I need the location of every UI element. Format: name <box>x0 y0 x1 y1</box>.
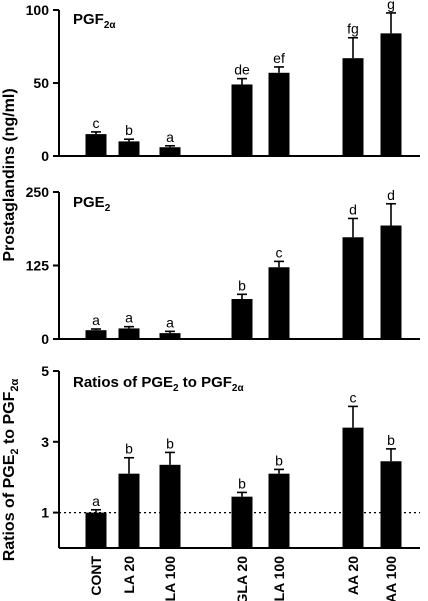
panel-title-sub: 2α <box>104 20 117 31</box>
significance-letter: a <box>125 310 133 326</box>
significance-letter: c <box>276 244 283 260</box>
category-label: GLA 100 <box>271 556 287 601</box>
significance-letter: c <box>93 115 100 131</box>
y-tick-label: 50 <box>33 75 49 91</box>
significance-letter: c <box>350 389 357 405</box>
category-label: LA 20 <box>121 556 137 594</box>
bar <box>118 328 140 339</box>
y-tick-label: 100 <box>26 2 50 18</box>
category-labels: CONT LA 20 LA 100 GLA 20 GLA 100 AA 20 AA 100 <box>88 556 399 601</box>
y-label-bottom-mid: to PGF <box>1 391 18 448</box>
category-label: CONT <box>88 556 104 596</box>
bar <box>231 496 253 548</box>
bar <box>268 473 290 548</box>
bar <box>85 512 107 548</box>
significance-letter: b <box>275 452 283 468</box>
significance-letter: a <box>92 312 100 328</box>
panel-pge2: 0 125 250 PGE2 a a a b c d d <box>26 184 420 347</box>
significance-letter: ef <box>273 50 285 66</box>
bar <box>380 33 402 156</box>
significance-letter: a <box>92 493 100 509</box>
panel-title-mid: to PGF <box>179 374 232 391</box>
bar <box>159 147 181 156</box>
panel-title: PGE2 <box>73 194 111 214</box>
bar <box>380 461 402 548</box>
significance-letter: a <box>166 129 174 145</box>
panel-ratio: 1 3 5 Ratios of PGE2 to PGF2α a b b b b c b <box>41 363 420 549</box>
panel-title-sub: 2 <box>173 383 179 394</box>
y-axis-label-top: Prostaglandins (ng/ml) <box>1 88 18 261</box>
y-tick-label: 125 <box>26 258 50 274</box>
bar <box>342 58 364 156</box>
bar <box>342 237 364 339</box>
bar <box>85 134 107 156</box>
bar <box>85 330 107 339</box>
panel-title: PGF2α <box>73 11 116 31</box>
bar <box>268 72 290 156</box>
bar <box>380 225 402 339</box>
y-tick-label: 3 <box>41 434 49 450</box>
significance-letter: b <box>238 277 246 293</box>
panel-title-main: PGF <box>73 11 104 28</box>
y-label-bottom-sub2: 2α <box>9 378 21 391</box>
bar <box>118 141 140 156</box>
y-tick-label: 5 <box>41 363 49 379</box>
y-tick-label: 250 <box>26 184 50 200</box>
significance-letter: de <box>234 62 250 78</box>
category-label: AA 100 <box>383 556 399 601</box>
y-tick-label: 1 <box>41 505 49 521</box>
bar <box>231 299 253 339</box>
panel-pgf2a: 0 50 100 PGF2α c b a de ef fg g <box>26 0 420 164</box>
y-label-bottom-main: Ratios of PGE <box>1 454 18 561</box>
panel-title-main: Ratios of PGE <box>73 374 173 391</box>
significance-letter: a <box>166 314 174 330</box>
panel-title: Ratios of PGE2 to PGF2α <box>73 374 244 394</box>
bar <box>159 464 181 548</box>
significance-letter: fg <box>347 21 359 37</box>
panel-title-main: PGE <box>73 194 105 211</box>
bar <box>118 473 140 548</box>
significance-letter: d <box>387 187 395 203</box>
panel-title-sub: 2 <box>105 203 111 214</box>
y-tick-label: 0 <box>41 331 49 347</box>
y-axis-label-bottom: Ratios of PGE2 to PGF2α <box>1 378 21 561</box>
panel-title-sub2: 2α <box>232 383 245 394</box>
significance-letter: b <box>125 441 133 457</box>
significance-letter: b <box>166 435 174 451</box>
significance-letter: d <box>349 201 357 217</box>
significance-letter: b <box>125 122 133 138</box>
significance-letter: b <box>387 432 395 448</box>
bar <box>268 267 290 339</box>
category-label: AA 20 <box>345 556 361 595</box>
y-label-bottom-sub1: 2 <box>9 448 21 454</box>
y-tick-label: 0 <box>41 148 49 164</box>
significance-letter: b <box>238 475 246 491</box>
category-label: LA 100 <box>162 556 178 601</box>
bar <box>159 333 181 339</box>
category-label: GLA 20 <box>234 556 250 601</box>
significance-letter: g <box>387 0 395 12</box>
bar <box>231 84 253 156</box>
bar <box>342 427 364 548</box>
